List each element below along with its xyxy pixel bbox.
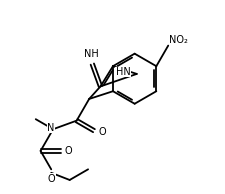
Text: N: N [47, 123, 55, 133]
Text: O: O [98, 127, 106, 137]
Text: HN: HN [116, 67, 131, 77]
Text: NH: NH [84, 49, 99, 59]
Text: NO₂: NO₂ [169, 35, 188, 45]
Text: O: O [65, 146, 72, 156]
Text: O: O [47, 174, 55, 184]
